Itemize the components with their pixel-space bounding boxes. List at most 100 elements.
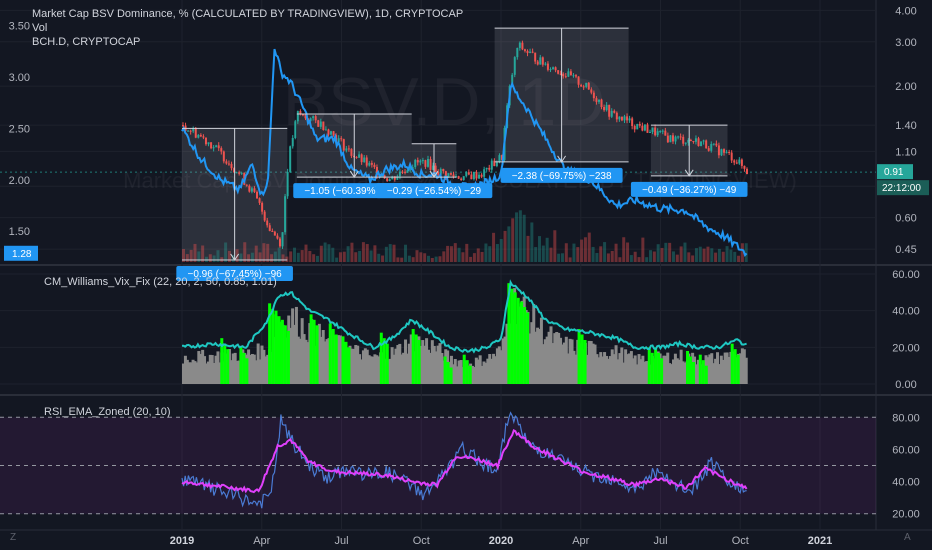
volume-bar xyxy=(687,252,691,262)
vix-spike-bar xyxy=(242,352,246,384)
bsv-countdown-badge xyxy=(877,180,929,196)
volume-bar xyxy=(610,250,614,262)
vix-spike-bar xyxy=(331,329,335,384)
y-left-tick-label: 3.00 xyxy=(9,72,30,84)
vix-spike-bar xyxy=(704,365,708,384)
measure-label-bg xyxy=(630,181,748,197)
vix-histogram-bar xyxy=(664,355,668,384)
candle-body xyxy=(580,84,583,87)
candle-body xyxy=(345,148,348,151)
vix-spike-bar xyxy=(523,307,527,384)
volume-bar xyxy=(534,247,538,262)
vix-spike-bar xyxy=(736,354,740,384)
measure-arrow-head xyxy=(684,169,694,177)
candle-body xyxy=(541,57,544,65)
vix-histogram-bar xyxy=(471,365,475,384)
vix-spike-bar xyxy=(417,340,421,384)
candle-body xyxy=(187,130,190,132)
vix-histogram-bar xyxy=(317,323,321,384)
vix-histogram-bar xyxy=(451,364,455,384)
vix-pane xyxy=(182,279,748,384)
volume-bar xyxy=(649,250,653,262)
vix-histogram-bar xyxy=(419,345,423,384)
vix-histogram-bar xyxy=(254,360,258,384)
vix-histogram-bar xyxy=(432,345,436,384)
vix-histogram-bar xyxy=(603,352,607,384)
volume-bar xyxy=(499,239,503,262)
vix-histogram-bar xyxy=(256,343,260,384)
volume-bar xyxy=(216,250,220,262)
vix-histogram-bar xyxy=(233,352,237,384)
auto-scale-icon[interactable]: A xyxy=(904,532,911,543)
vix-histogram-bar xyxy=(696,359,700,384)
volume-bar xyxy=(572,243,576,262)
volume-bar xyxy=(354,252,358,262)
candle-body xyxy=(656,131,659,136)
volume-bar xyxy=(683,242,687,262)
rsi-title[interactable]: RSI_EMA_Zoned (20, 10) xyxy=(44,406,171,418)
vix-histogram-bar xyxy=(714,358,718,384)
candle-body xyxy=(595,98,598,102)
vix-histogram-bar xyxy=(597,357,601,384)
vix-histogram-bar xyxy=(683,362,687,384)
vix-histogram-bar xyxy=(641,355,645,384)
vix-histogram-bar xyxy=(723,352,727,384)
vix-histogram-bar xyxy=(622,362,626,384)
volume-bar xyxy=(438,256,442,262)
volume-bar xyxy=(289,251,293,262)
candle-body xyxy=(424,160,427,167)
vix-histogram-bar xyxy=(187,362,191,384)
timezone-icon[interactable]: Z xyxy=(10,532,17,543)
candle-body xyxy=(702,140,705,142)
vix-spike-bar xyxy=(280,319,284,384)
y-right-tick-label: 1.10 xyxy=(895,146,916,158)
volume-label[interactable]: Vol xyxy=(32,22,48,34)
vix-upper-band xyxy=(182,279,747,354)
volume-bar xyxy=(599,246,603,262)
vix-spike-bar xyxy=(510,288,514,384)
candle-body xyxy=(248,185,251,192)
candle-body xyxy=(623,116,626,121)
volume-bar xyxy=(626,242,630,262)
volume-bar xyxy=(300,250,304,262)
volume-bar xyxy=(637,257,641,262)
volume-bar xyxy=(660,247,664,262)
candle-body xyxy=(358,154,361,158)
candle-body xyxy=(712,143,715,145)
vix-histogram-bar xyxy=(361,350,365,384)
candle-body xyxy=(368,162,371,166)
vix-spike-bar xyxy=(309,314,313,384)
volume-bar xyxy=(361,242,365,262)
candle-body xyxy=(723,149,726,153)
x-tick-label: Apr xyxy=(572,535,589,547)
vix-title[interactable]: CM_Williams_Vix_Fix (22, 20, 2, 50, 0.85… xyxy=(44,276,277,288)
vix-tick-label: 60.00 xyxy=(892,269,920,281)
vix-histogram-bar xyxy=(350,348,354,384)
candle-body xyxy=(608,104,611,117)
candle-body xyxy=(182,125,184,127)
vix-histogram-bar xyxy=(400,354,404,384)
candle-body xyxy=(654,127,657,136)
overlay-symbol-label[interactable]: BCH.D, CRYPTOCAP xyxy=(32,36,141,48)
vix-spike-bar xyxy=(465,360,469,384)
volume-bar xyxy=(239,253,243,262)
volume-bar xyxy=(247,254,251,262)
vix-spike-bar xyxy=(689,356,693,384)
vix-histogram-bar xyxy=(670,364,674,384)
volume-bar xyxy=(182,249,185,262)
measure-label: −0.49 (−36.27%) −49 xyxy=(630,181,748,197)
volume-bar xyxy=(564,243,568,262)
candle-body xyxy=(490,160,493,170)
candle-body xyxy=(626,116,629,121)
volume-bar xyxy=(656,244,660,262)
volume-bar xyxy=(702,248,706,262)
candle-body xyxy=(414,160,417,168)
candle-body xyxy=(238,172,241,174)
bsv-last-badge xyxy=(877,164,913,180)
measure-label: −0.29 (−26.54%) −29 xyxy=(375,183,493,199)
vix-histogram-bar xyxy=(742,349,746,384)
volume-bar xyxy=(384,246,388,262)
vix-histogram-bar xyxy=(493,356,497,384)
volume-bar xyxy=(327,244,331,262)
volume-bar xyxy=(423,253,427,262)
